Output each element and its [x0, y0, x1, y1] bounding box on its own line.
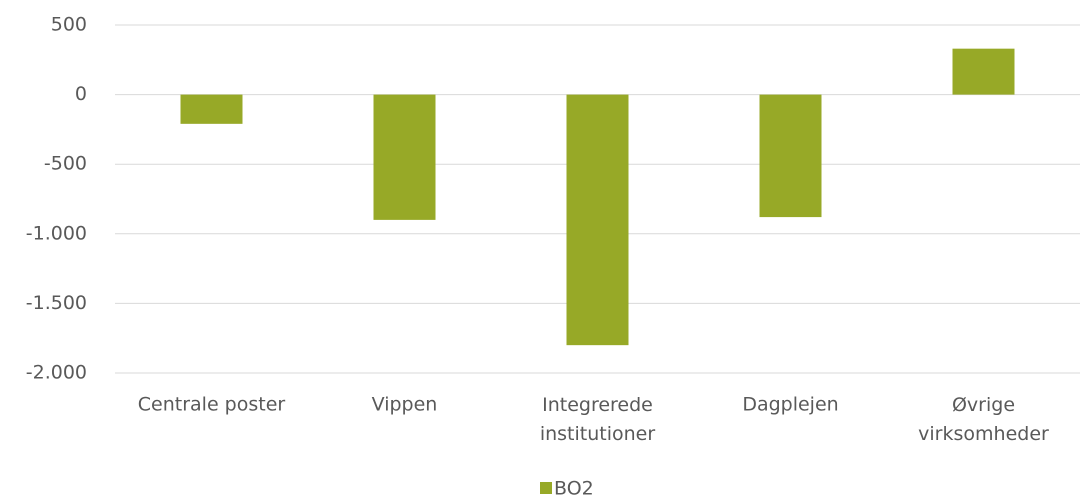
x-tick-label: Vippen: [372, 394, 438, 416]
y-tick-label: 500: [51, 14, 87, 36]
y-tick-label: 0: [75, 83, 87, 105]
y-tick-label: -2.000: [26, 362, 87, 384]
bar: [180, 94, 243, 124]
x-tick-label: Centrale poster: [138, 394, 286, 416]
x-tick-label: Dagplejen: [742, 394, 838, 416]
bar: [373, 94, 436, 220]
x-tick-label: Øvrige virksomheder: [918, 394, 1049, 445]
bar: [759, 94, 822, 218]
bar: [952, 48, 1015, 95]
x-tick-label: Integrerede institutioner: [540, 394, 656, 445]
bar: [566, 94, 629, 346]
y-tick-label: -1.000: [26, 222, 87, 244]
legend-label: BO2: [554, 478, 594, 498]
y-tick-label: -500: [44, 153, 87, 175]
y-tick-label: -1.500: [26, 292, 87, 314]
legend-swatch: [540, 482, 552, 494]
